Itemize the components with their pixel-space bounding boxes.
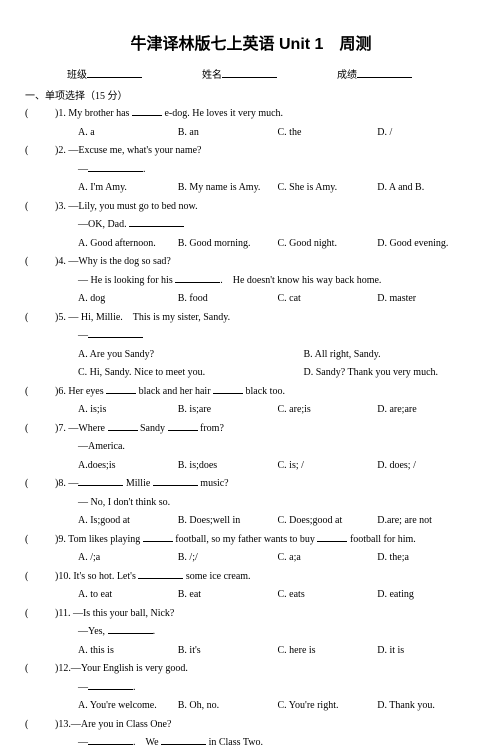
q10-opt-b[interactable]: B. eat — [178, 587, 278, 604]
question-2: ()2. —Excuse me, what's your name? — [25, 143, 477, 160]
question-7: ()7. —Where Sandy from? — [25, 421, 477, 438]
q5-opt-a[interactable]: A. Are you Sandy? — [78, 347, 304, 364]
q5-opt-d[interactable]: D. Sandy? Thank you very much. — [304, 365, 477, 382]
q4-opt-b[interactable]: B. food — [178, 291, 278, 308]
q8-opt-a[interactable]: A. Is;good at — [78, 513, 178, 530]
section-heading: 一、单项选择（15 分） — [25, 87, 477, 102]
q12-opt-c[interactable]: C. You're right. — [278, 698, 378, 715]
q5-opt-b[interactable]: B. All right, Sandy. — [304, 347, 477, 364]
question-12: ()12.—Your English is very good. — [25, 661, 477, 678]
q9-opt-d[interactable]: D. the;a — [377, 550, 477, 567]
q4-opt-c[interactable]: C. cat — [278, 291, 378, 308]
q1-opt-d[interactable]: D. / — [377, 125, 477, 142]
q12-opt-a[interactable]: A. You're welcome. — [78, 698, 178, 715]
class-blank[interactable] — [87, 67, 142, 78]
question-4: ()4. —Why is the dog so sad? — [25, 254, 477, 271]
q3-opt-a[interactable]: A. Good afternoon. — [78, 236, 178, 253]
name-blank[interactable] — [222, 67, 277, 78]
q6-opt-d[interactable]: D. are;are — [377, 402, 477, 419]
question-13: ()13.—Are you in Class One? — [25, 717, 477, 734]
q3-opt-c[interactable]: C. Good night. — [278, 236, 378, 253]
q11-opt-c[interactable]: C. here is — [278, 643, 378, 660]
q9-opt-b[interactable]: B. /;/ — [178, 550, 278, 567]
q11-opt-a[interactable]: A. this is — [78, 643, 178, 660]
q7-opt-a[interactable]: A.does;is — [78, 458, 178, 475]
question-9: ()9. Tom likes playing football, so my f… — [25, 532, 477, 549]
q2-opt-b[interactable]: B. My name is Amy. — [178, 180, 278, 197]
q7-opt-d[interactable]: D. does; / — [377, 458, 477, 475]
q5-opt-c[interactable]: C. Hi, Sandy. Nice to meet you. — [78, 365, 304, 382]
q4-opt-d[interactable]: D. master — [377, 291, 477, 308]
q9-opt-c[interactable]: C. a;a — [278, 550, 378, 567]
question-3: ()3. —Lily, you must go to bed now. — [25, 199, 477, 216]
class-label: 班级 — [67, 70, 87, 81]
q6-opt-c[interactable]: C. are;is — [278, 402, 378, 419]
question-1: ()1. My brother has e-dog. He loves it v… — [25, 106, 477, 123]
q2-opt-a[interactable]: A. I'm Amy. — [78, 180, 178, 197]
q7-opt-b[interactable]: B. is;does — [178, 458, 278, 475]
q8-opt-c[interactable]: C. Does;good at — [278, 513, 378, 530]
q2-opt-c[interactable]: C. She is Amy. — [278, 180, 378, 197]
info-row: 班级 姓名 成绩 — [25, 66, 477, 81]
q1-opt-b[interactable]: B. an — [178, 125, 278, 142]
q11-opt-b[interactable]: B. it's — [178, 643, 278, 660]
q6-opt-a[interactable]: A. is;is — [78, 402, 178, 419]
name-label: 姓名 — [202, 70, 222, 81]
q9-opt-a[interactable]: A. /;a — [78, 550, 178, 567]
q6-opt-b[interactable]: B. is;are — [178, 402, 278, 419]
q3-opt-b[interactable]: B. Good morning. — [178, 236, 278, 253]
q8-opt-d[interactable]: D.are; are not — [377, 513, 477, 530]
q3-opt-d[interactable]: D. Good evening. — [377, 236, 477, 253]
q1-opt-c[interactable]: C. the — [278, 125, 378, 142]
question-10: ()10. It's so hot. Let's some ice cream. — [25, 569, 477, 586]
q2-opt-d[interactable]: D. A and B. — [377, 180, 477, 197]
question-11: ()11. —Is this your ball, Nick? — [25, 606, 477, 623]
q10-opt-a[interactable]: A. to eat — [78, 587, 178, 604]
page-title: 牛津译林版七上英语 Unit 1 周测 — [25, 30, 477, 54]
question-8: ()8. — Millie music? — [25, 476, 477, 493]
q12-opt-b[interactable]: B. Oh, no. — [178, 698, 278, 715]
q1-opt-a[interactable]: A. a — [78, 125, 178, 142]
question-5: ()5. — Hi, Millie. This is my sister, Sa… — [25, 310, 477, 327]
score-label: 成绩 — [337, 70, 357, 81]
q11-opt-d[interactable]: D. it is — [377, 643, 477, 660]
q7-opt-c[interactable]: C. is; / — [278, 458, 378, 475]
question-6: ()6. Her eyes black and her hair black t… — [25, 384, 477, 401]
q4-opt-a[interactable]: A. dog — [78, 291, 178, 308]
q8-opt-b[interactable]: B. Does;well in — [178, 513, 278, 530]
q10-opt-c[interactable]: C. eats — [278, 587, 378, 604]
q10-opt-d[interactable]: D. eating — [377, 587, 477, 604]
score-blank[interactable] — [357, 67, 412, 78]
q12-opt-d[interactable]: D. Thank you. — [377, 698, 477, 715]
